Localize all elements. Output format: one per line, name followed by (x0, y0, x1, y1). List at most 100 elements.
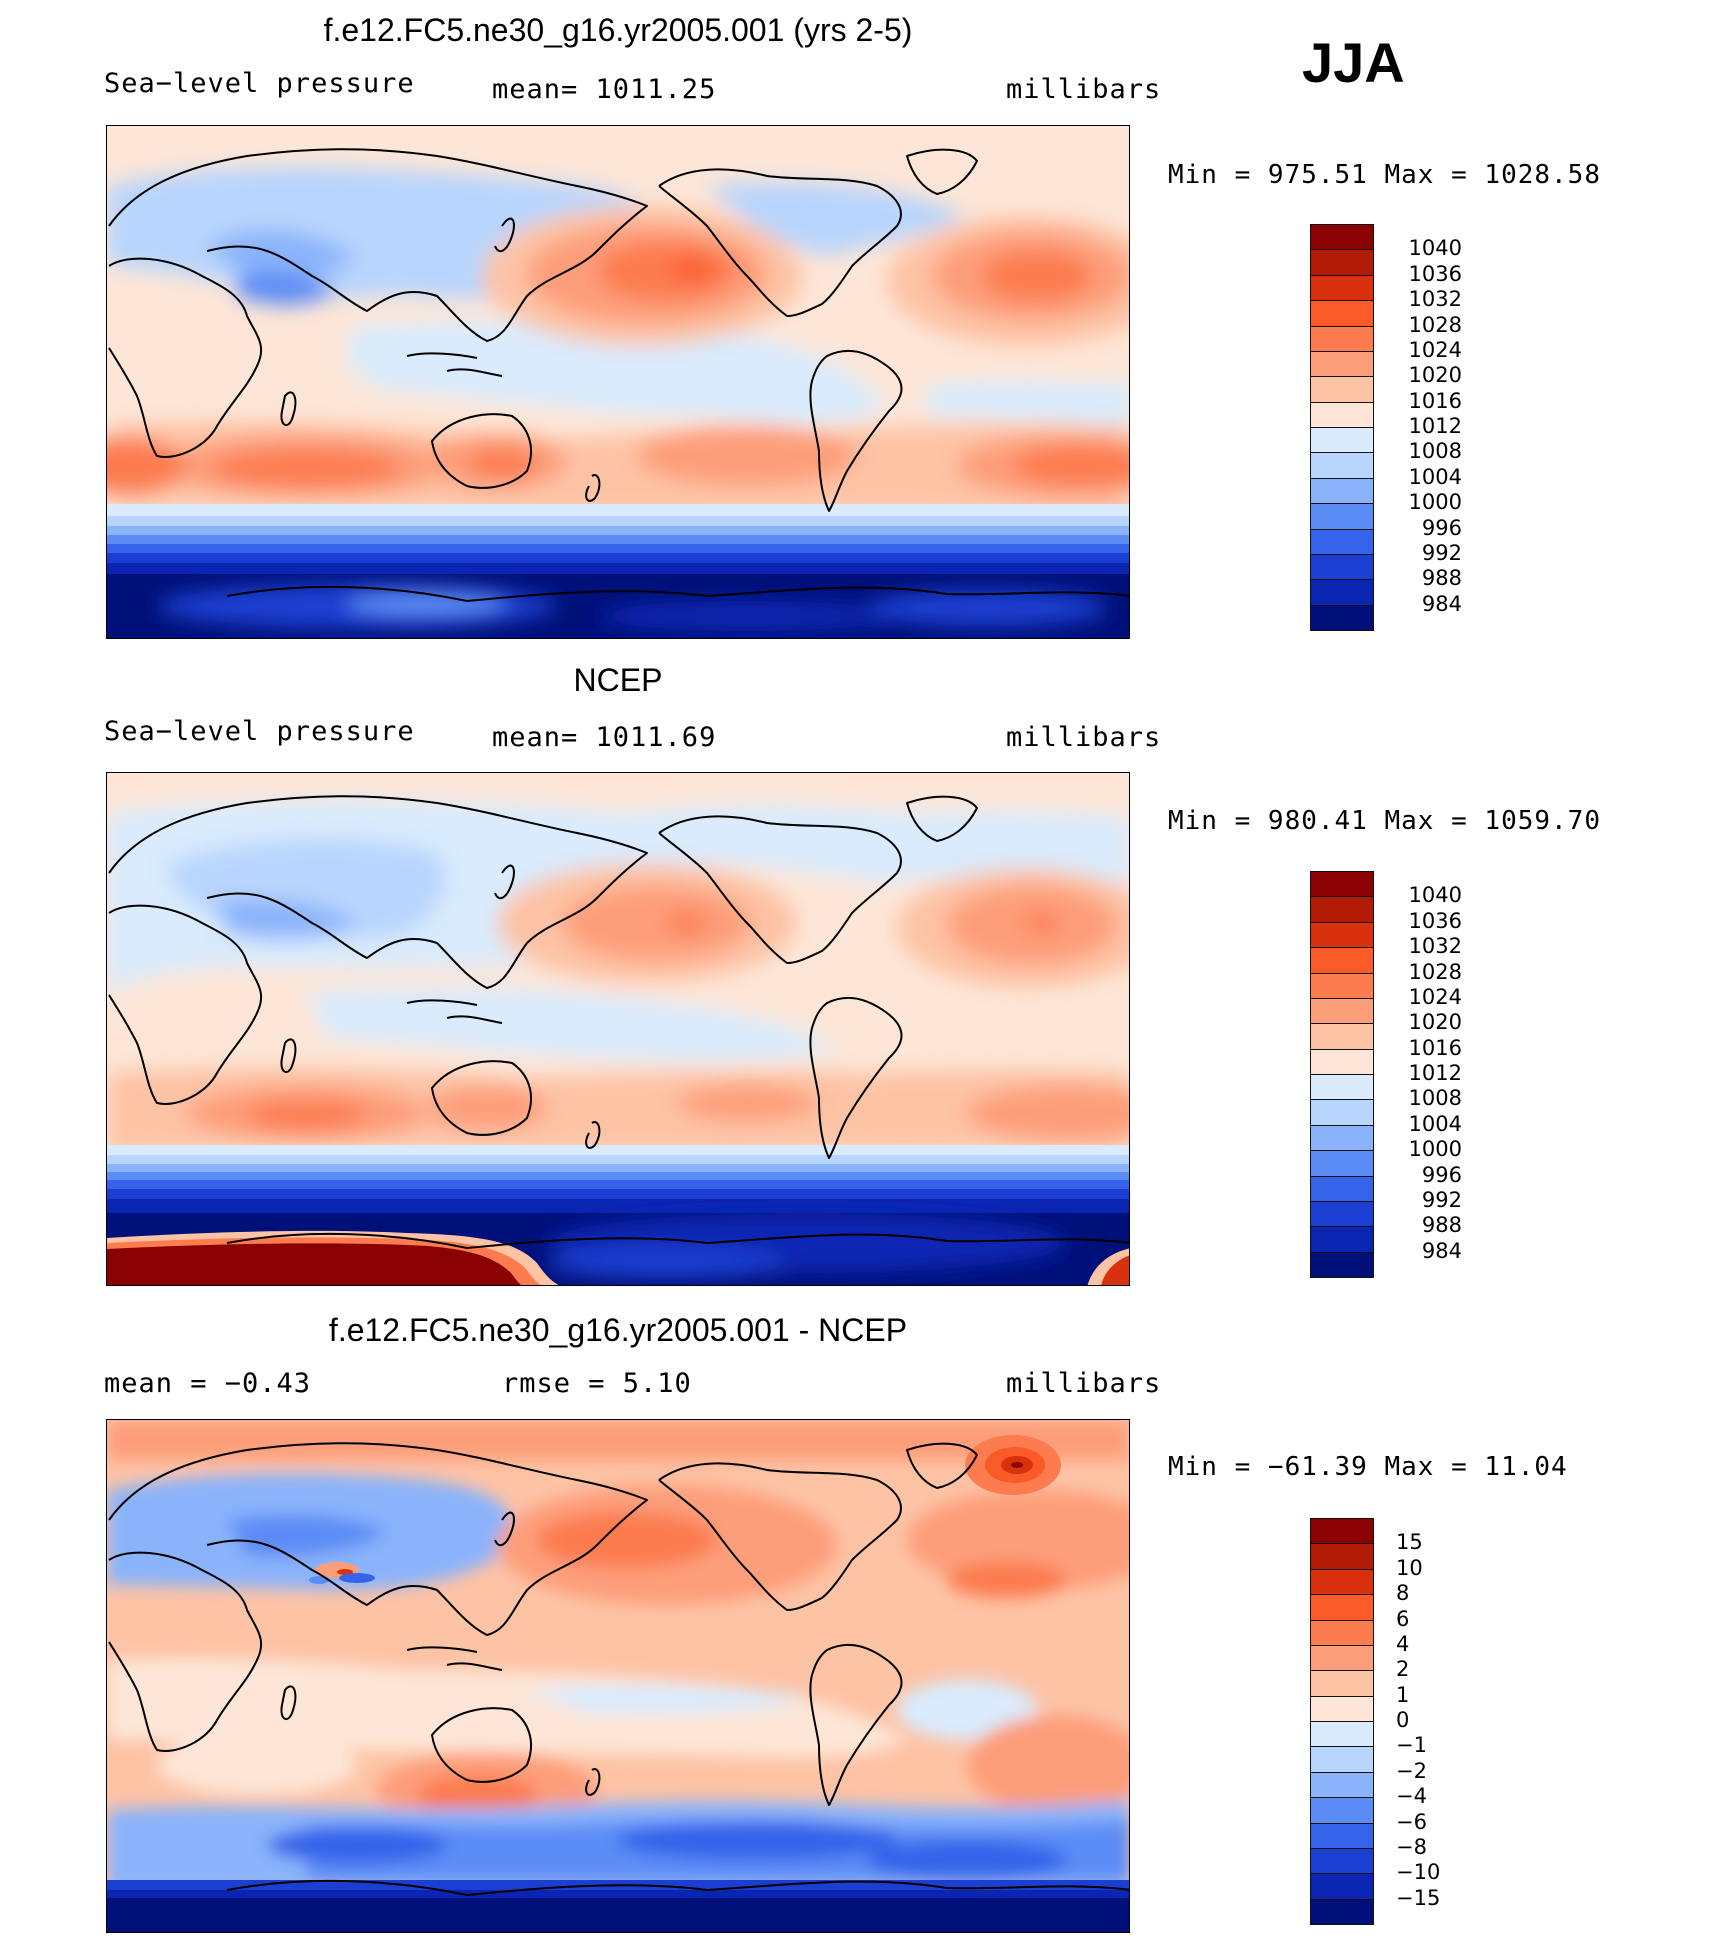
panel-units-label: millibars (1006, 722, 1162, 753)
colorbar-swatch (1310, 1670, 1374, 1697)
colorbar-tick-label: 1020 (1408, 363, 1462, 388)
colorbar-tick-label: 988 (1421, 566, 1462, 591)
colorbar-swatch (1310, 477, 1374, 505)
colorbar-difference: 15 10 8 6 4 2 1 0 −1 −2 −4 −6 −8 −10 −15 (1310, 1518, 1440, 1925)
panel-title-diff: f.e12.FC5.ne30_g16.yr2005.001 - NCEP (328, 1312, 908, 1348)
panel-units-label: millibars (1006, 1368, 1162, 1399)
panel-variable-label: Sea−level pressure (104, 68, 415, 99)
panel-minmax-label: Min = −61.39 Max = 11.04 (1168, 1452, 1568, 1482)
colorbar-swatch (1310, 553, 1374, 581)
colorbar-swatch (1310, 1695, 1374, 1722)
colorbar-tick-label: 1000 (1408, 490, 1462, 515)
colorbar-swatch (1310, 1847, 1374, 1875)
colorbar-tick-label: 1028 (1408, 312, 1462, 337)
colorbar-ncep: 1040 1036 1032 1028 1024 1020 1016 1012 1008 1004… (1310, 871, 1462, 1278)
colorbar-tick-label: 4 (1396, 1631, 1410, 1656)
colorbar-swatch (1310, 325, 1374, 352)
panel-units-label: millibars (1006, 74, 1162, 105)
colorbar-tick-label: 6 (1396, 1606, 1410, 1631)
colorbar-swatch (1310, 579, 1374, 606)
colorbar-tick-label: 1016 (1408, 1035, 1462, 1060)
colorbar-tick-label: 996 (1421, 1162, 1462, 1187)
colorbar-tick-label: 996 (1421, 515, 1462, 540)
colorbar-model: 1040 1036 1032 1028 1024 1020 1016 1012 1008 1004… (1310, 224, 1462, 631)
colorbar-swatch (1310, 1099, 1374, 1126)
colorbar-tick-label: 1040 (1408, 236, 1462, 261)
colorbar-swatch (1310, 249, 1374, 276)
colorbar-tick-label: 1028 (1408, 959, 1462, 984)
colorbar-tick-label: −4 (1396, 1784, 1427, 1809)
colorbar-tick-label: 992 (1421, 1187, 1462, 1212)
colorbar-swatch (1310, 1644, 1374, 1672)
colorbar-swatch (1310, 997, 1374, 1025)
colorbar-swatch (1310, 1721, 1374, 1748)
colorbar-swatch (1310, 1543, 1374, 1570)
colorbar-swatch (1310, 1124, 1374, 1152)
colorbar-tick-label: 1040 (1408, 883, 1462, 908)
colorbar-swatch (1310, 1568, 1374, 1596)
colorbar-tick-label: 1024 (1408, 984, 1462, 1009)
colorbar-swatch (1310, 1518, 1374, 1545)
colorbar-tick-label: 0 (1396, 1708, 1410, 1732)
panel-title-model: f.e12.FC5.ne30_g16.yr2005.001 (yrs 2-5) (323, 12, 913, 48)
panel-rmse-label: rmse = 5.10 (502, 1368, 692, 1399)
colorbar-swatch (1310, 947, 1374, 974)
colorbar-swatch (1310, 871, 1374, 898)
colorbar-tick-label: 1008 (1408, 439, 1462, 464)
colorbar-swatch (1310, 528, 1374, 555)
colorbar-swatch (1310, 427, 1374, 454)
colorbar-tick-label: 1020 (1408, 1010, 1462, 1035)
colorbar-swatch (1310, 1074, 1374, 1101)
colorbar-tick-label: 1036 (1408, 908, 1462, 933)
colorbar-swatch (1310, 604, 1374, 631)
colorbar-tick-label: 1004 (1408, 464, 1462, 489)
colorbar-swatch (1310, 1251, 1374, 1278)
colorbar-tick-label: 984 (1421, 1238, 1462, 1263)
panel-variable-label: Sea−level pressure (104, 716, 415, 747)
colorbar-swatch (1310, 1048, 1374, 1075)
colorbar-swatch (1310, 1898, 1374, 1925)
colorbar-tick-label: 1024 (1408, 337, 1462, 362)
colorbar-swatch (1310, 224, 1374, 251)
map-ncep-slp (106, 772, 1130, 1286)
colorbar-swatch (1310, 1175, 1374, 1202)
colorbar-swatch (1310, 1771, 1374, 1799)
colorbar-swatch (1310, 274, 1374, 302)
colorbar-swatch (1310, 401, 1374, 428)
colorbar-swatch (1310, 1226, 1374, 1253)
map-difference-slp (106, 1419, 1130, 1933)
colorbar-swatch (1310, 300, 1374, 327)
panel-mean-label: mean= 1011.25 (492, 74, 717, 105)
colorbar-tick-label: 1 (1396, 1682, 1410, 1707)
colorbar-tick-label: −1 (1396, 1733, 1427, 1758)
colorbar-tick-label: 8 (1396, 1581, 1410, 1606)
colorbar-tick-label: 1016 (1408, 388, 1462, 413)
colorbar-swatch (1310, 1822, 1374, 1849)
colorbar-tick-label: 1012 (1408, 1061, 1462, 1085)
colorbar-swatch (1310, 1150, 1374, 1177)
panel-mean-label: mean = −0.43 (104, 1368, 312, 1399)
colorbar-swatch (1310, 376, 1374, 403)
panel-mean-label: mean= 1011.69 (492, 722, 717, 753)
colorbar-tick-label: −8 (1396, 1834, 1427, 1859)
colorbar-tick-label: 1004 (1408, 1111, 1462, 1136)
panel-minmax-label: Min = 980.41 Max = 1059.70 (1168, 806, 1601, 836)
colorbar-swatch (1310, 1746, 1374, 1773)
colorbar-swatch (1310, 503, 1374, 530)
colorbar-tick-label: 1036 (1408, 261, 1462, 286)
colorbar-tick-label: −2 (1396, 1758, 1427, 1783)
colorbar-tick-label: −15 (1396, 1885, 1441, 1910)
colorbar-tick-label: 1008 (1408, 1086, 1462, 1111)
colorbar-swatch (1310, 1594, 1374, 1621)
colorbar-swatch (1310, 350, 1374, 378)
colorbar-tick-label: 10 (1396, 1555, 1423, 1580)
colorbar-swatch (1310, 921, 1374, 949)
colorbar-swatch (1310, 1797, 1374, 1824)
colorbar-tick-label: 1012 (1408, 414, 1462, 438)
colorbar-tick-label: 15 (1396, 1530, 1423, 1555)
colorbar-tick-label: 2 (1396, 1657, 1410, 1682)
colorbar-tick-label: 1000 (1408, 1137, 1462, 1162)
colorbar-swatch (1310, 1200, 1374, 1228)
colorbar-tick-label: 1032 (1408, 934, 1462, 959)
panel-title-obs: NCEP (573, 662, 663, 698)
